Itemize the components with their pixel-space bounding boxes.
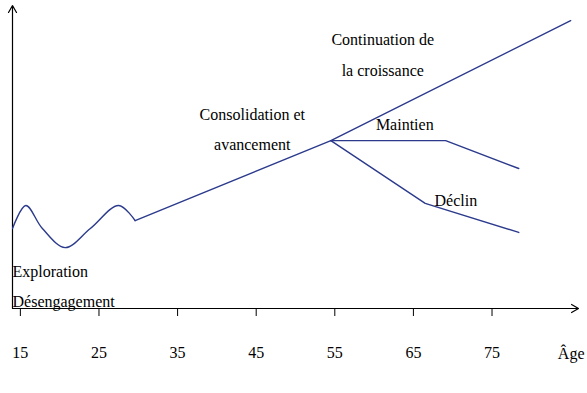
svg-text:35: 35	[170, 344, 186, 361]
svg-text:65: 65	[405, 344, 421, 361]
svg-text:Continuation dela croissance: Continuation dela croissance	[331, 31, 434, 78]
svg-text:75: 75	[484, 344, 500, 361]
svg-text:45: 45	[248, 344, 264, 361]
svg-text:Déclin: Déclin	[435, 192, 478, 209]
svg-text:Âge: Âge	[558, 344, 585, 363]
svg-text:Consolidation etavancement: Consolidation etavancement	[200, 106, 306, 153]
svg-text:55: 55	[327, 344, 343, 361]
svg-text:25: 25	[91, 344, 107, 361]
svg-text:Maintien: Maintien	[376, 116, 434, 133]
svg-text:15: 15	[12, 344, 28, 361]
svg-text:ExplorationDésengagement: ExplorationDésengagement	[13, 263, 116, 311]
